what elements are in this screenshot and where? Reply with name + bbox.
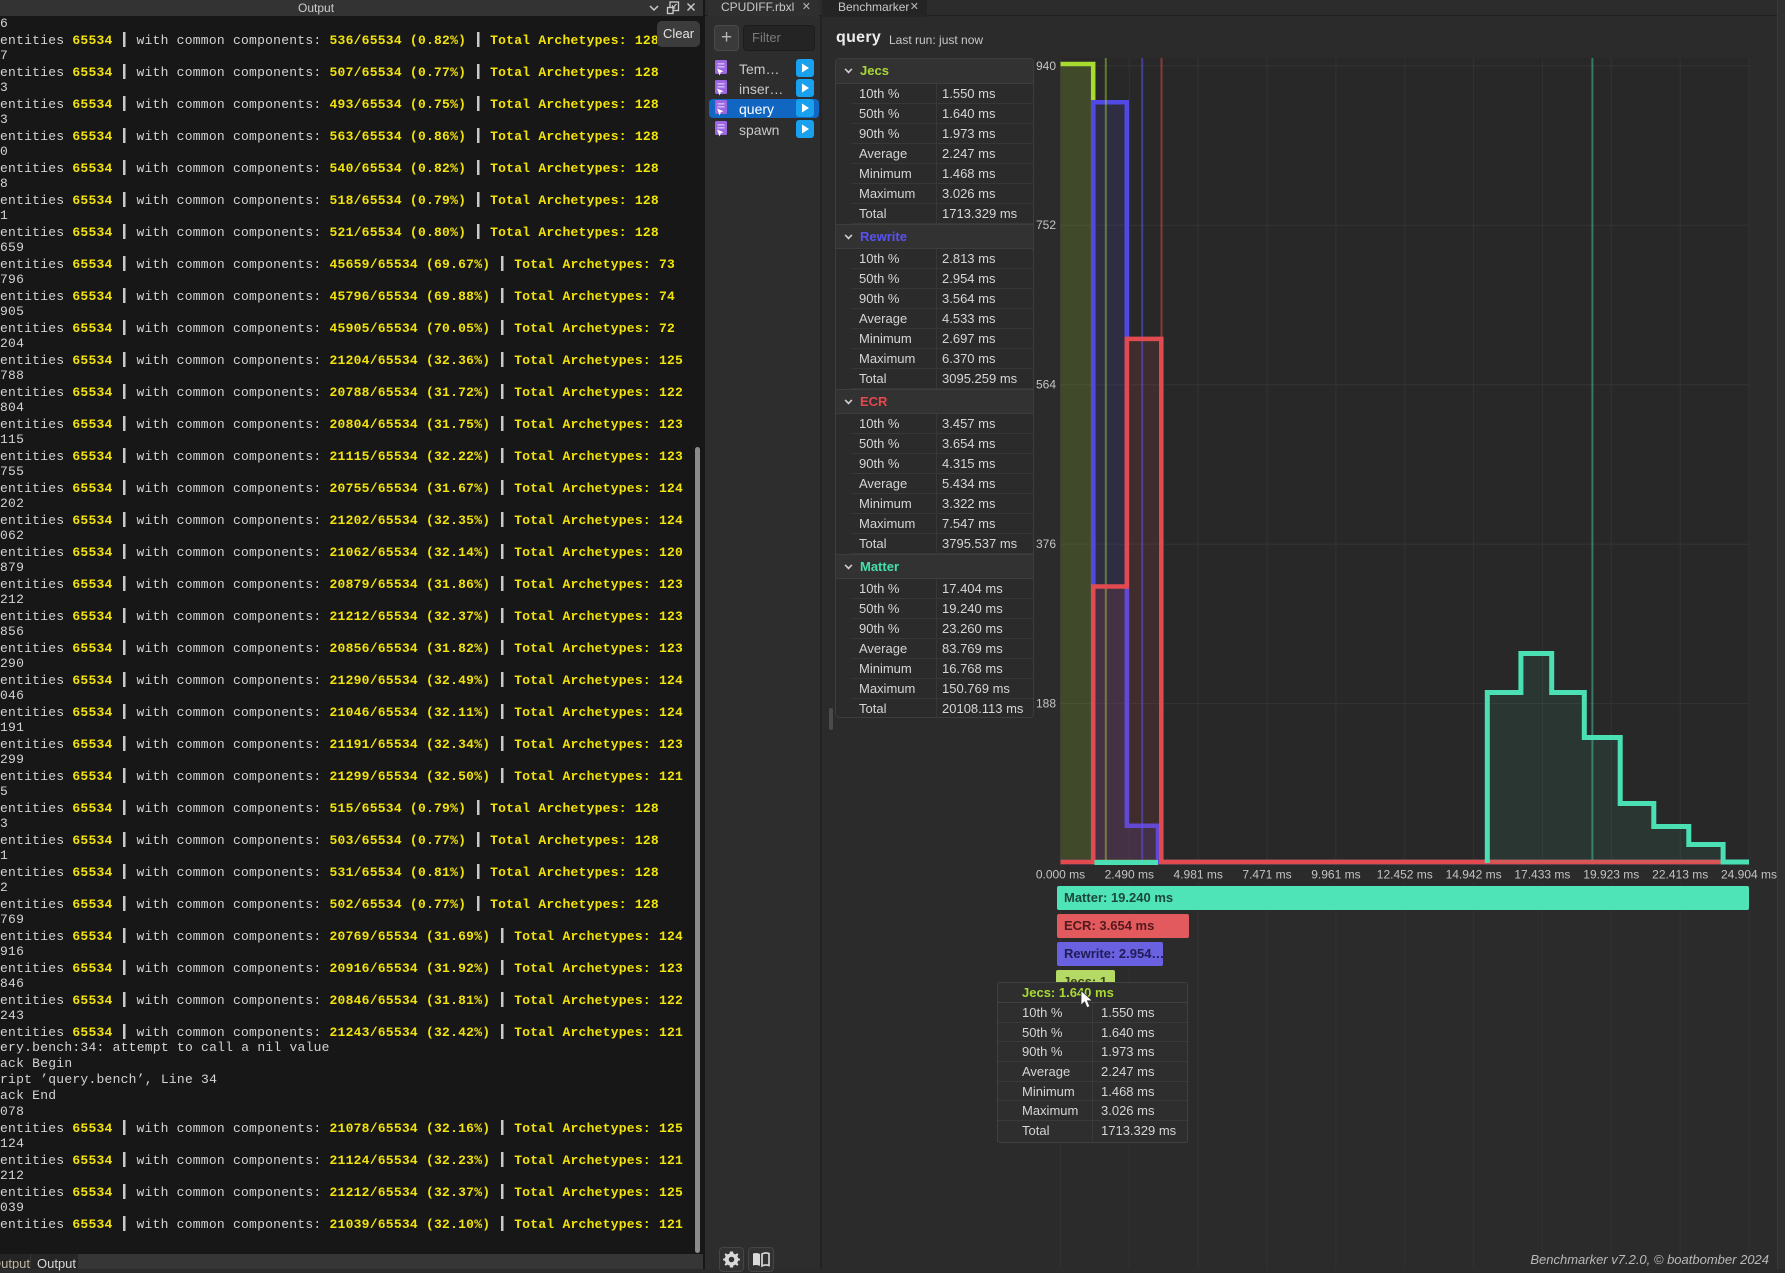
svg-text:4.981 ms: 4.981 ms xyxy=(1174,868,1223,882)
svg-text:2.490 ms: 2.490 ms xyxy=(1105,868,1154,882)
svg-text:14.942 ms: 14.942 ms xyxy=(1446,868,1502,882)
svg-text:752: 752 xyxy=(1036,218,1056,232)
svg-text:940: 940 xyxy=(1036,59,1056,73)
svg-text:12.452 ms: 12.452 ms xyxy=(1377,868,1433,882)
svg-text:17.433 ms: 17.433 ms xyxy=(1514,868,1570,882)
svg-text:22.413 ms: 22.413 ms xyxy=(1652,868,1708,882)
svg-text:188: 188 xyxy=(1036,697,1056,711)
svg-text:0.000 ms: 0.000 ms xyxy=(1036,868,1085,882)
svg-text:564: 564 xyxy=(1036,378,1056,392)
svg-text:9.961 ms: 9.961 ms xyxy=(1311,868,1360,882)
svg-text:7.471 ms: 7.471 ms xyxy=(1242,868,1291,882)
svg-text:19.923 ms: 19.923 ms xyxy=(1583,868,1639,882)
svg-text:376: 376 xyxy=(1036,537,1056,551)
svg-text:24.904 ms: 24.904 ms xyxy=(1721,868,1777,882)
